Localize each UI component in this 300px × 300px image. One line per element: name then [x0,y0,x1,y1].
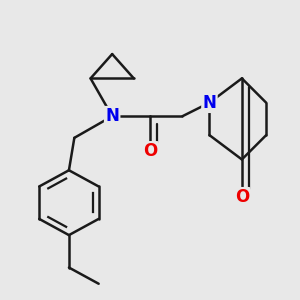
Text: N: N [202,94,216,112]
Text: O: O [143,142,157,160]
Text: N: N [105,107,119,125]
Text: O: O [235,188,249,206]
